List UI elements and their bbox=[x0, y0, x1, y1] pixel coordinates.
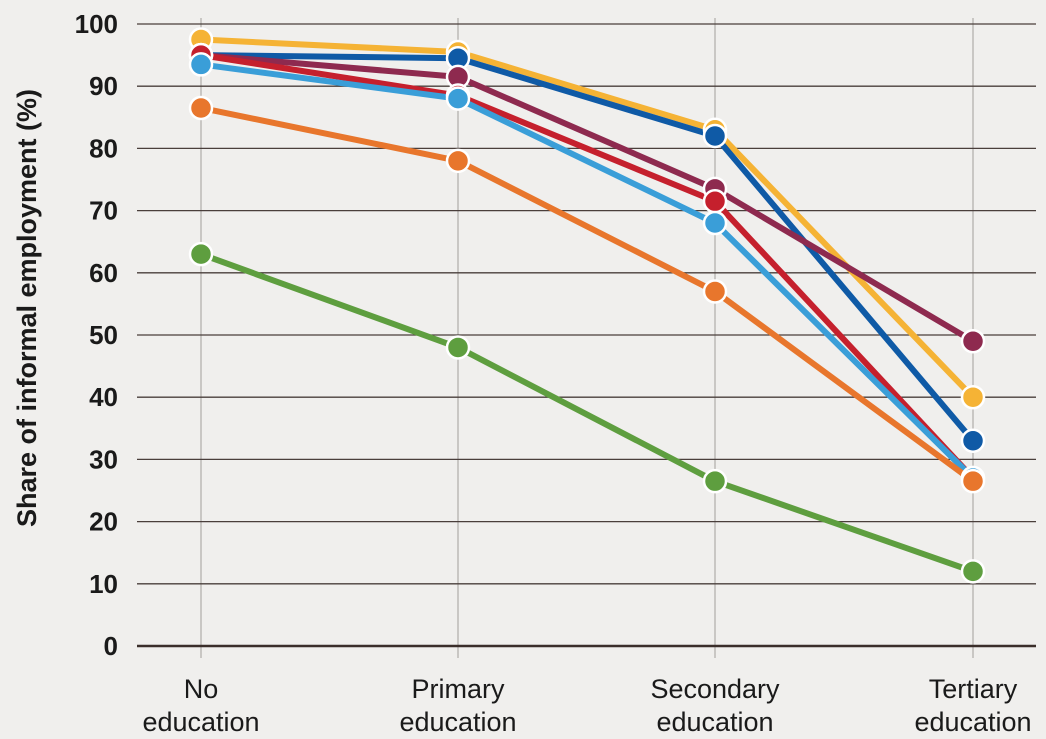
series-line-2 bbox=[198, 52, 976, 345]
series-line-6 bbox=[198, 251, 976, 575]
y-tick-labels: 0 10 20 30 40 50 60 70 80 90 100 bbox=[75, 9, 118, 661]
y-tick-label-0: 0 bbox=[104, 631, 118, 661]
series-6-point-0 bbox=[188, 241, 214, 267]
x-tick-labels: NoeducationPrimaryeducationSecondaryeduc… bbox=[142, 674, 1031, 737]
x-tick-label-2-line-0: Secondary bbox=[650, 674, 780, 704]
series-line-5 bbox=[198, 104, 976, 485]
y-tick-label-90: 90 bbox=[89, 71, 118, 101]
y-tick-label-30: 30 bbox=[89, 444, 118, 474]
series-line-3 bbox=[198, 52, 976, 482]
series-line-0 bbox=[198, 36, 976, 401]
x-tick-label-1-line-1: education bbox=[399, 707, 516, 737]
vertical-gridlines bbox=[200, 18, 974, 658]
series-4-point-2 bbox=[702, 210, 728, 236]
y-tick-label-80: 80 bbox=[89, 133, 118, 163]
y-tick-label-100: 100 bbox=[75, 9, 118, 39]
y-tick-label-50: 50 bbox=[89, 320, 118, 350]
series-3-point-2 bbox=[702, 189, 728, 214]
series-5-point-3 bbox=[960, 468, 986, 494]
x-tick-label-3-line-1: education bbox=[914, 707, 1031, 737]
x-tick-label-0-line-1: education bbox=[142, 707, 259, 737]
series-4-point-1 bbox=[445, 86, 471, 111]
series-6-point-3 bbox=[960, 559, 986, 584]
y-tick-label-70: 70 bbox=[89, 196, 118, 226]
series-points bbox=[188, 27, 986, 584]
series-6-point-1 bbox=[445, 335, 471, 360]
y-axis-title: Share of informal employment (%) bbox=[12, 89, 42, 527]
horizontal-gridlines bbox=[137, 23, 1036, 648]
x-tick-label-0-line-0: No bbox=[184, 674, 219, 704]
series-6-point-2 bbox=[702, 468, 728, 494]
series-0-point-3 bbox=[960, 384, 986, 410]
series-2-point-3 bbox=[960, 328, 986, 354]
series-lines bbox=[198, 36, 976, 575]
series-line-1 bbox=[198, 52, 976, 444]
x-tick-label-2-line-1: education bbox=[656, 707, 773, 737]
series-1-point-2 bbox=[702, 123, 728, 149]
series-5-point-2 bbox=[702, 279, 728, 304]
series-line-4 bbox=[198, 61, 976, 482]
y-tick-label-40: 40 bbox=[89, 382, 118, 412]
series-5-point-1 bbox=[445, 148, 471, 174]
series-4-point-0 bbox=[188, 52, 214, 77]
y-tick-label-60: 60 bbox=[89, 258, 118, 288]
y-tick-label-10: 10 bbox=[89, 569, 118, 599]
y-tick-label-20: 20 bbox=[89, 507, 118, 537]
x-tick-label-3-line-0: Tertiary bbox=[929, 674, 1018, 704]
x-tick-label-1-line-0: Primary bbox=[412, 674, 505, 704]
series-1-point-3 bbox=[960, 428, 986, 453]
series-5-point-0 bbox=[188, 95, 214, 121]
